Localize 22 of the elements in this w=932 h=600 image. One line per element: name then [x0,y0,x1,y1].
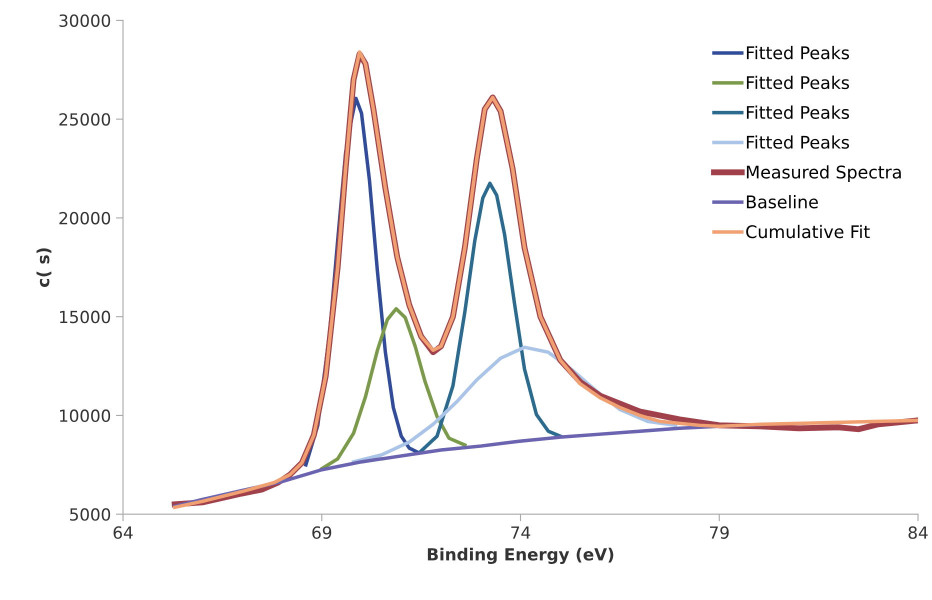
x-tick-label: 69 [312,526,332,539]
legend-label: Fitted Peaks [746,135,850,149]
legend-label: Fitted Peaks [746,46,850,60]
y-axis-title: c( s) [36,248,52,287]
x-tick-label: 84 [908,526,928,539]
line-series [419,182,562,453]
y-tick-label: 5000 [70,508,110,521]
y-tick-label: 30000 [59,14,110,27]
y-tick-label: 20000 [59,212,110,224]
legend-label: Cumulative Fit [746,224,870,238]
x-axis-title: Binding Energy (eV) [428,548,614,564]
legend-label: Fitted Peaks [746,76,850,90]
line-series [320,307,467,471]
legend-label: Fitted Peaks [746,106,850,119]
y-tick-label: 15000 [60,310,110,324]
y-tick-label: 25000 [59,113,110,126]
x-tick-label: 79 [710,526,729,539]
y-tick-label: 10000 [60,409,110,422]
legend-label: Measured Spectra [746,165,901,182]
legend-label: Baseline [746,195,818,208]
x-tick-label: 74 [511,526,530,539]
x-tick-label: 64 [114,526,133,539]
